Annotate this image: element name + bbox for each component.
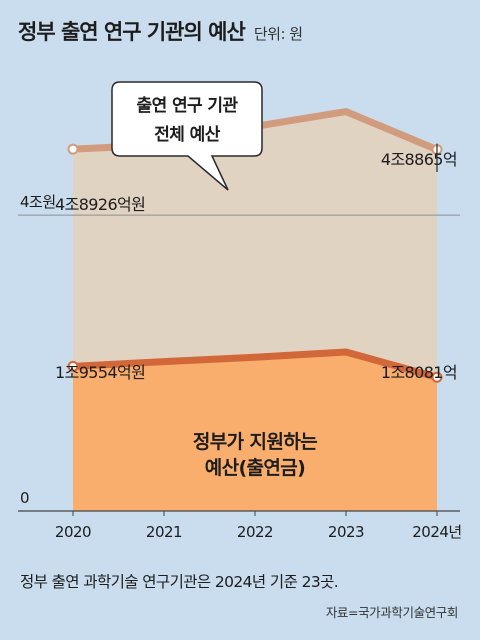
y-tick-label-0: 0 bbox=[20, 489, 29, 507]
area-chart: 0 4조원 2020 2021 2022 2023 2024년 4조8926억원 4조886… bbox=[18, 81, 462, 541]
footnote: 정부 출연 과학기술 연구기관은 2024년 기준 23곳. bbox=[20, 573, 339, 591]
x-tick-label-1: 2021 bbox=[146, 523, 182, 541]
areas-layer bbox=[73, 111, 437, 511]
grid-layer: 0 4조원 2020 2021 2022 2023 2024년 bbox=[18, 193, 462, 541]
inner-label-line-1: 정부가 지원하는 bbox=[193, 431, 317, 453]
x-tick-label-2: 2022 bbox=[237, 523, 273, 541]
y-tick-label-1: 4조원 bbox=[20, 193, 56, 211]
gov-end-label: 1조8081억 bbox=[381, 363, 457, 382]
x-tick-label-4: 2024년 bbox=[412, 523, 461, 541]
total-start-label: 4조8926억원 bbox=[55, 195, 145, 214]
x-tick-label-3: 2023 bbox=[328, 523, 364, 541]
series-1-line bbox=[69, 348, 441, 381]
series-1-point-0 bbox=[67, 360, 79, 372]
callout: 출연 연구 기관 전체 예산 bbox=[111, 81, 263, 191]
chart-title: 정부 출연 연구 기관의 예산 bbox=[18, 20, 246, 44]
unit-label: 단위: 원 bbox=[253, 25, 303, 43]
series-1-point-4 bbox=[431, 371, 443, 383]
series-1-area bbox=[73, 352, 437, 511]
callout-line-1: 출연 연구 기관 bbox=[137, 96, 239, 116]
title-row: 정부 출연 연구 기관의 예산 단위: 원 bbox=[18, 16, 303, 46]
inner-label-line-2: 예산(출연금) bbox=[205, 457, 306, 479]
labels-layer: 4조8926억원 4조8865억 1조9554억원 1조8081억 정부가 지원… bbox=[55, 143, 458, 479]
source-note: 자료=국가과학기술연구회 bbox=[325, 605, 459, 620]
gov-start-label: 1조9554억원 bbox=[55, 363, 145, 382]
total-end-label: 4조8865억 bbox=[381, 150, 457, 169]
callout-line-2: 전체 예산 bbox=[154, 125, 220, 145]
callout-bubble bbox=[111, 81, 263, 191]
x-tick-label-0: 2020 bbox=[55, 523, 91, 541]
series-0-point-0 bbox=[67, 143, 79, 155]
